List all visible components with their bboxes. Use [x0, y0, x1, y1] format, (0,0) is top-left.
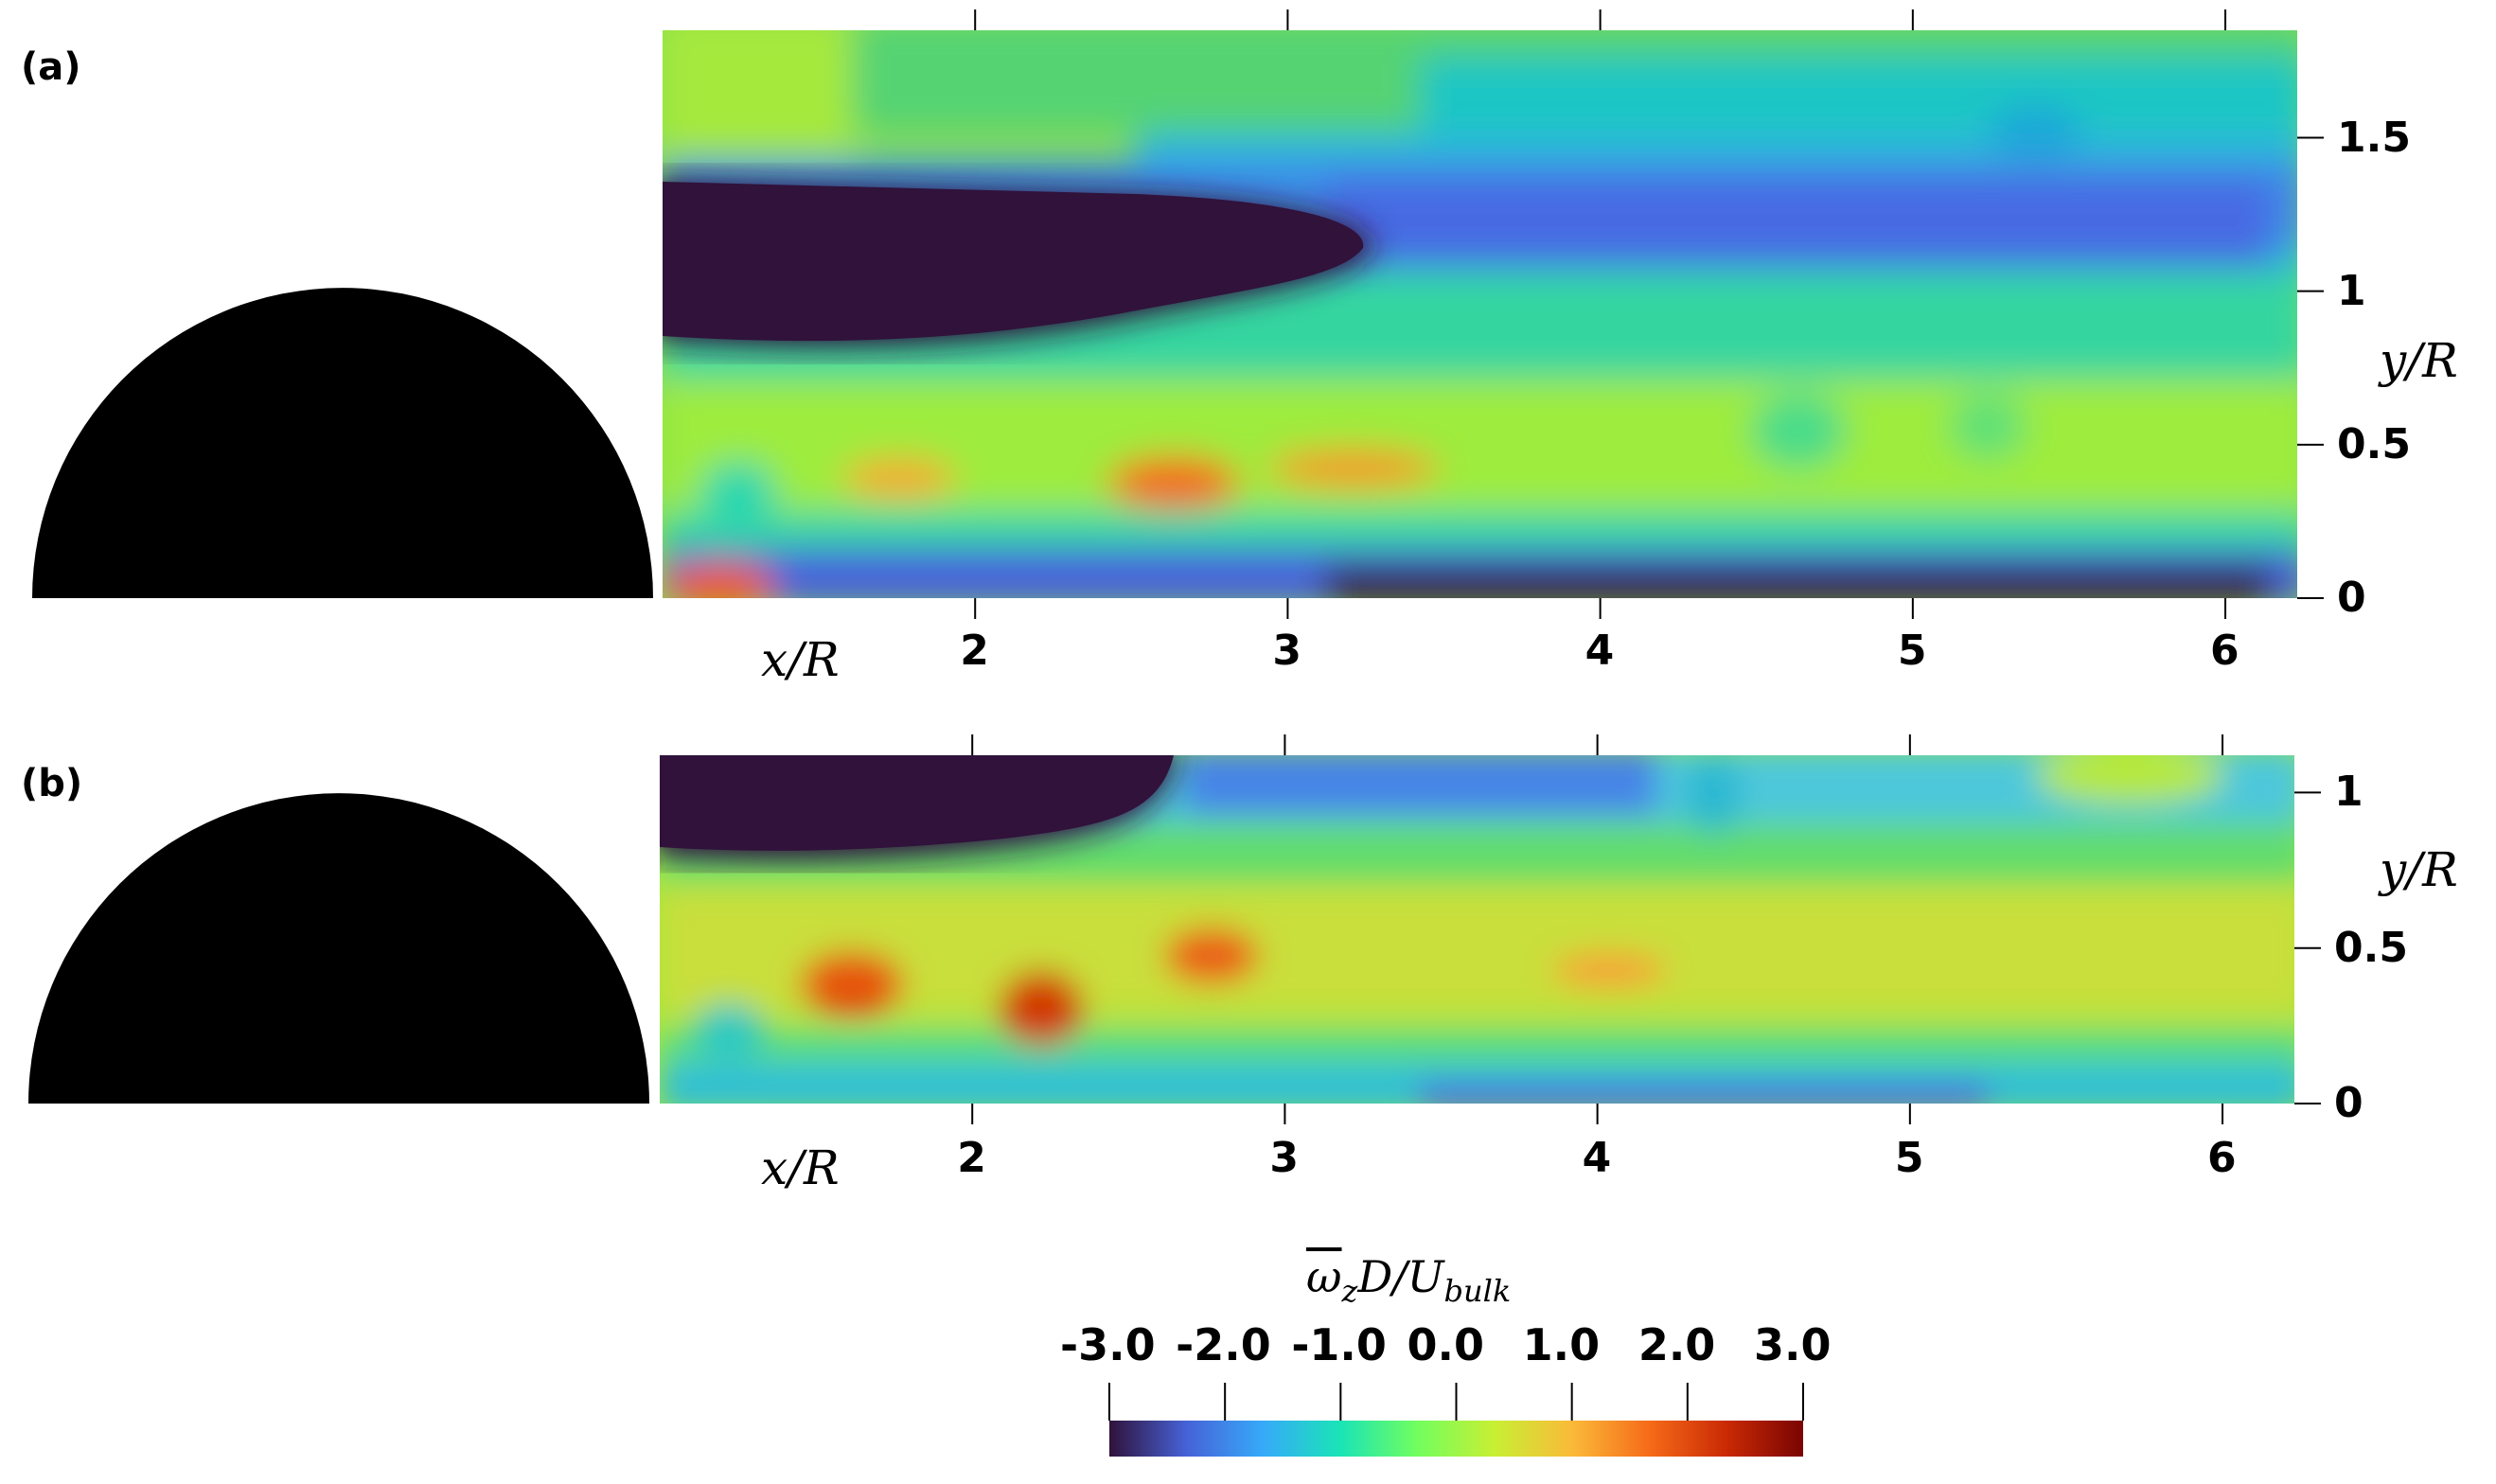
x-tick-label-b-0: 2: [957, 1134, 986, 1182]
y-axis-title-b: y/R: [2380, 842, 2458, 897]
colorbar-tick-label-0: -3.0: [1060, 1319, 1156, 1370]
body-semicircle-b: [28, 793, 649, 1104]
x-tick-label-b-2: 4: [1582, 1134, 1612, 1182]
x-tick-label-a-1: 3: [1272, 627, 1302, 675]
x-tick-label-a-2: 4: [1584, 627, 1615, 675]
x-tick-label-b-4: 6: [2207, 1134, 2237, 1182]
colorbar-title-sub-z: z: [1341, 1273, 1358, 1310]
x-tick-label-b-1: 3: [1269, 1134, 1300, 1182]
axes-a: [974, 9, 2324, 619]
body-semicircle-a: [32, 288, 653, 598]
panel-label-b: (b): [21, 762, 83, 805]
y-tick-label-b-2: 1: [2334, 768, 2363, 817]
y-tick-label-b-0: 0: [2334, 1079, 2363, 1127]
x-axis-title-a: x/R: [761, 632, 840, 687]
colorbar-title-mid: D/U: [1357, 1251, 1444, 1302]
panel-label-a: (a): [21, 45, 81, 89]
axes-b: [971, 734, 2321, 1124]
colorbar-title: ωzD/Ubulk: [1306, 1251, 1511, 1309]
colorbar-title-sub-bulk: bulk: [1443, 1273, 1512, 1310]
x-tick-label-a-0: 2: [960, 627, 989, 675]
colorbar-title-omega: ω: [1306, 1251, 1342, 1302]
x-tick-label-b-3: 5: [1894, 1134, 1924, 1182]
y-tick-label-b-1: 0.5: [2334, 923, 2408, 972]
colorbar-gradient: [1109, 1421, 1803, 1457]
x-axis-title-b: x/R: [761, 1140, 840, 1195]
colorbar-tick-label-5: 2.0: [1637, 1319, 1716, 1370]
colorbar-ticks: [1108, 1383, 1804, 1421]
colorbar-tick-label-1: -2.0: [1176, 1319, 1271, 1370]
y-axis-title-a: y/R: [2380, 333, 2458, 388]
colorbar-tick-label-3: 0.0: [1407, 1319, 1485, 1370]
colorbar-tick-label-6: 3.0: [1754, 1319, 1832, 1370]
colorbar-tick-label-2: -1.0: [1291, 1319, 1387, 1370]
y-tick-label-a-2: 1: [2337, 266, 2366, 315]
colorbar-tick-label-4: 1.0: [1522, 1319, 1601, 1370]
y-tick-label-a-0: 0: [2337, 574, 2366, 622]
heatmap-b: [660, 755, 2294, 1104]
y-tick-label-a-3: 1.5: [2337, 113, 2411, 162]
heatmap-a: [663, 30, 2297, 598]
x-tick-label-a-4: 6: [2210, 627, 2239, 675]
x-tick-label-a-3: 5: [1897, 627, 1927, 675]
y-tick-label-a-1: 0.5: [2337, 419, 2411, 468]
